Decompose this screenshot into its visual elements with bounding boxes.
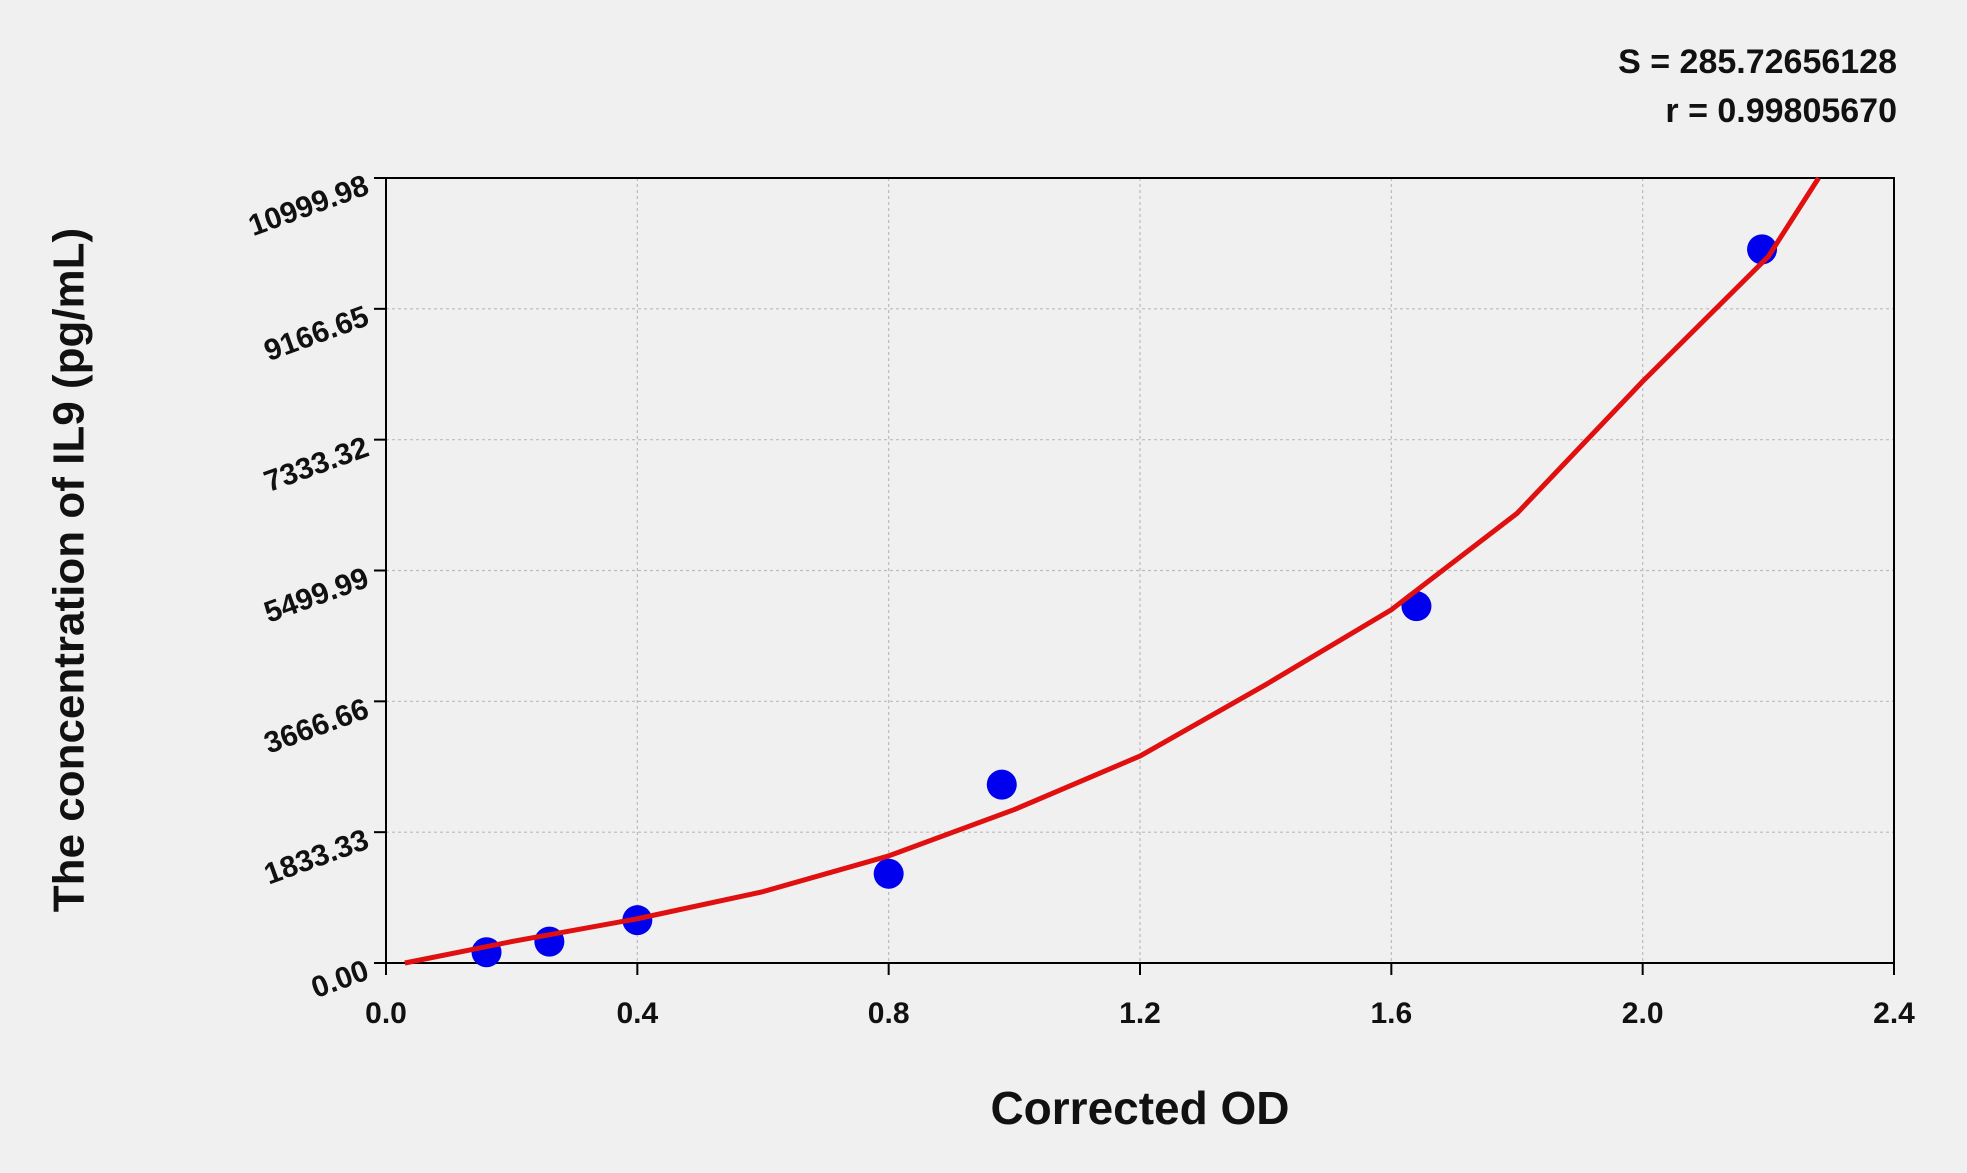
- fit-curve: [404, 176, 1821, 966]
- x-tick-label: 2.0: [1622, 997, 1664, 1030]
- y-axis-title: The concentration of IL9 (pg/mL): [45, 228, 94, 912]
- x-tick-label: 1.2: [1119, 997, 1161, 1030]
- x-tick-label: 2.4: [1873, 997, 1915, 1030]
- annotation: r = 0.99805670: [1665, 92, 1897, 130]
- x-tick-label: 0.8: [868, 997, 910, 1030]
- annotation: S = 285.72656128: [1618, 43, 1897, 81]
- data-point: [471, 937, 502, 968]
- data-point: [873, 858, 904, 889]
- plot-frame: [385, 177, 1895, 964]
- data-point: [986, 769, 1017, 800]
- x-axis-title: Corrected OD: [990, 1082, 1289, 1134]
- x-tick-label: 0.4: [616, 997, 658, 1030]
- x-tick-label: 1.6: [1370, 997, 1412, 1030]
- x-tick-label: 0.0: [365, 997, 407, 1030]
